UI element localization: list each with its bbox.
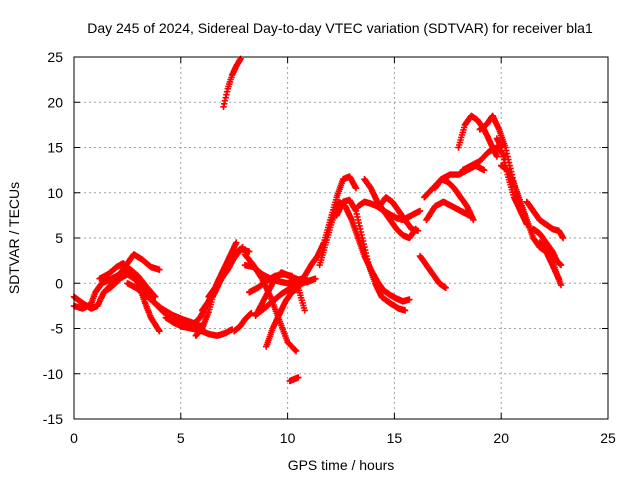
y-tick-label: 5 <box>55 230 63 246</box>
y-tick-label: 10 <box>47 185 63 201</box>
series-arc17 <box>252 269 317 319</box>
series-arc26 <box>376 194 422 234</box>
series-points <box>263 284 308 350</box>
series-arc23 <box>354 234 413 305</box>
series-points <box>530 225 565 269</box>
series-arc27 <box>416 252 449 291</box>
y-tick-label: 15 <box>47 140 63 156</box>
y-tick-label: 0 <box>55 275 63 291</box>
series-points <box>498 162 550 255</box>
y-tick-label: 25 <box>47 49 63 65</box>
series-points <box>205 243 246 300</box>
series-points <box>376 194 422 234</box>
series-arc37 <box>530 225 565 269</box>
series-points <box>421 162 488 201</box>
series-points <box>416 252 449 291</box>
series-arc18 <box>263 284 308 350</box>
series-arc36 <box>523 198 567 242</box>
series-points <box>423 198 473 224</box>
series-arc28 <box>421 162 488 201</box>
y-tick-label: -10 <box>43 366 63 382</box>
series-points <box>523 198 567 242</box>
series-points <box>252 269 317 319</box>
y-axis-label: SDTVAR / TECUs <box>6 182 22 294</box>
x-tick-label: 15 <box>387 430 403 446</box>
series-arc30 <box>431 176 477 224</box>
x-tick-label: 10 <box>280 430 296 446</box>
x-tick-label: 0 <box>70 430 78 446</box>
series-points <box>354 234 413 305</box>
series-points <box>459 144 509 174</box>
grid <box>74 57 608 419</box>
x-tick-label: 5 <box>177 430 185 446</box>
data-points <box>70 55 567 385</box>
series-arc12 <box>231 309 255 335</box>
series-points <box>220 55 244 110</box>
series-points <box>286 374 302 385</box>
x-axis-tick-labels: 0 5 10 15 20 25 <box>70 430 616 446</box>
chart-title: Day 245 of 2024, Sidereal Day-to-day VTE… <box>87 20 593 36</box>
axis-ticks <box>73 56 609 420</box>
series-arc32 <box>459 144 509 174</box>
series-arc29 <box>423 198 473 224</box>
series-arc11 <box>220 55 244 110</box>
x-axis-label: GPS time / hours <box>288 457 395 473</box>
series-points <box>231 309 255 335</box>
y-tick-label: -5 <box>51 321 64 337</box>
series-arc25 <box>361 176 419 242</box>
series-arc39 <box>545 248 565 289</box>
x-tick-label: 25 <box>600 430 616 446</box>
y-tick-label: 20 <box>47 94 63 110</box>
y-axis-tick-labels: -15 -10 -5 0 5 10 15 20 25 <box>43 49 63 427</box>
series-arc35 <box>498 162 550 255</box>
series-arc10 <box>205 243 246 300</box>
y-tick-label: -15 <box>43 411 63 427</box>
series-points <box>545 248 565 289</box>
x-tick-label: 20 <box>493 430 509 446</box>
series-points <box>431 176 477 224</box>
series-points <box>361 176 419 242</box>
series-arc19 <box>286 374 302 385</box>
